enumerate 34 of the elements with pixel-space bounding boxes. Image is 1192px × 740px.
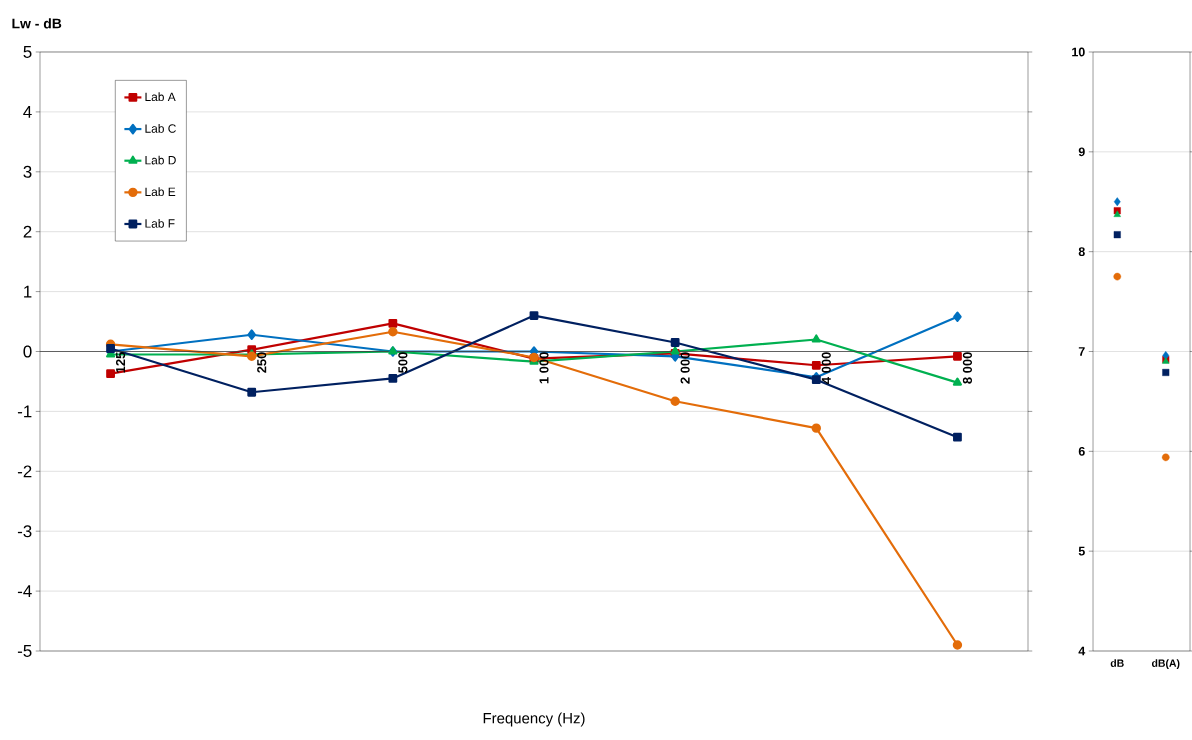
y-axis-title: Lw - dB — [12, 18, 62, 29]
x-tick-label: 125 — [115, 352, 126, 373]
y-tick-label: 4 — [23, 106, 32, 118]
y-tick-label: -5 — [17, 645, 32, 657]
x-axis-title: Frequency (Hz) — [483, 712, 585, 727]
x-tick-label: dB(A) — [1151, 659, 1180, 669]
x-tick-label: 500 — [398, 352, 408, 373]
y-tick-label: 8 — [1078, 247, 1085, 257]
y-tick-label: 1 — [24, 285, 32, 298]
y-tick-label: 6 — [1078, 446, 1085, 456]
y-tick-label: -3 — [17, 525, 32, 538]
legend-label: Lab F — [145, 218, 175, 228]
y-tick-label: 3 — [23, 165, 32, 178]
y-tick-label: -4 — [17, 585, 32, 597]
x-tick-label: 2 000 — [680, 352, 690, 384]
legend-label: Lab E — [145, 187, 176, 197]
y-tick-label: 4 — [1078, 646, 1086, 656]
x-tick-label: 1 000 — [539, 352, 549, 384]
x-tick-label: 4 000 — [821, 352, 831, 384]
y-tick-label: 0 — [23, 345, 32, 358]
y-tick-label: 2 — [23, 225, 32, 238]
y-tick-label: 5 — [1078, 546, 1085, 556]
x-tick-label: dB — [1110, 659, 1124, 667]
legend-label: Lab D — [145, 155, 176, 165]
y-tick-label: 10 — [1072, 47, 1085, 57]
y-tick-label: -1 — [17, 405, 32, 418]
x-tick-label: 8 000 — [962, 352, 973, 384]
y-tick-label: 7 — [1078, 347, 1085, 356]
x-tick-label: 250 — [257, 352, 267, 373]
y-tick-label: -2 — [17, 465, 32, 478]
y-tick-label: 5 — [23, 46, 32, 58]
legend-label: Lab C — [145, 123, 176, 133]
y-tick-label: 9 — [1078, 147, 1085, 157]
legend-label: Lab A — [145, 92, 176, 102]
